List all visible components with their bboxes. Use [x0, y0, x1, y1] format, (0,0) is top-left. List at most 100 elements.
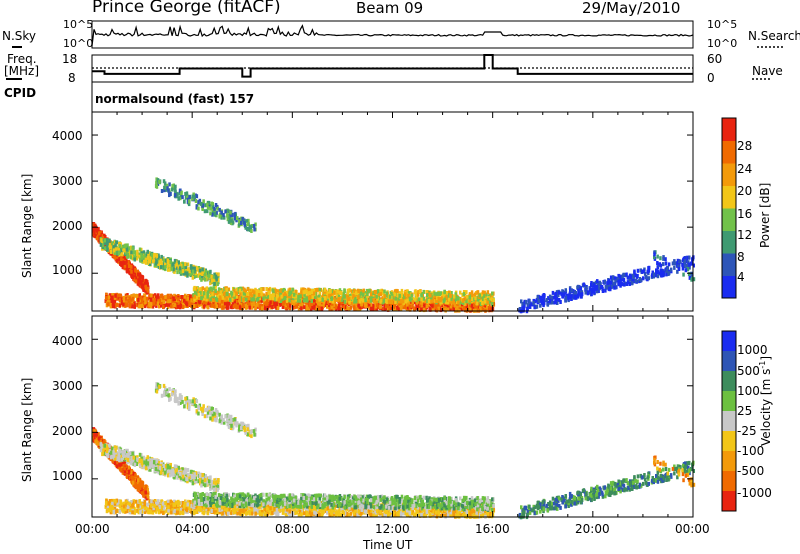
power-cell	[268, 293, 272, 298]
power-cell	[145, 253, 149, 258]
power-cell	[490, 307, 494, 312]
power-cell	[552, 295, 556, 300]
power-cell	[276, 305, 280, 310]
power-cell	[173, 293, 176, 298]
power-cell	[139, 257, 142, 262]
power-cell	[358, 299, 362, 304]
power-cell	[161, 298, 164, 302]
power-cell	[209, 206, 212, 211]
power-cell	[338, 303, 341, 308]
power-cell	[328, 307, 331, 312]
power-cell	[472, 297, 475, 302]
power-cell	[481, 290, 485, 295]
power-cell	[104, 296, 108, 300]
power-cell	[294, 289, 297, 294]
power-cell	[673, 265, 676, 270]
power-cell	[390, 291, 393, 296]
power-cell	[144, 304, 147, 309]
power-cell	[306, 298, 309, 303]
power-cell	[310, 299, 313, 303]
power-cell	[433, 291, 436, 296]
power-cell	[173, 303, 177, 308]
power-cell	[629, 275, 632, 279]
power-cell	[109, 250, 113, 254]
power-cell	[246, 222, 249, 227]
power-cell	[473, 292, 477, 297]
power-cell	[584, 290, 587, 295]
power-cell	[677, 267, 681, 271]
power-cell	[217, 290, 220, 295]
power-cell	[369, 298, 373, 303]
power-cell	[131, 296, 135, 301]
power-cell	[443, 290, 446, 295]
power-cell	[125, 247, 129, 252]
power-cell	[229, 210, 232, 215]
power-cell	[422, 289, 425, 294]
power-cell	[116, 295, 119, 300]
power-cell	[206, 290, 210, 295]
power-cell	[253, 292, 256, 297]
power-cell	[455, 305, 459, 310]
power-cell	[274, 304, 277, 309]
power-cell	[415, 294, 418, 299]
power-cell	[191, 269, 195, 274]
power-cell	[117, 251, 120, 255]
power-cell	[462, 300, 465, 305]
power-cell	[138, 298, 142, 303]
power-cell	[171, 262, 174, 267]
power-cell	[412, 297, 416, 302]
power-cell	[191, 266, 194, 271]
power-cell	[452, 300, 456, 305]
power-cell	[454, 300, 457, 305]
power-cell	[124, 295, 127, 300]
power-cell	[369, 306, 373, 311]
power-cell	[377, 292, 381, 297]
power-cell	[443, 297, 446, 302]
power-cell	[168, 295, 172, 300]
power-cell	[173, 258, 177, 263]
power-cell	[155, 184, 159, 189]
power-cell	[545, 298, 548, 302]
power-cell	[321, 297, 324, 302]
power-cell	[585, 286, 588, 291]
power-cell	[230, 291, 234, 296]
power-cell	[129, 255, 132, 260]
power-cell	[176, 270, 179, 275]
power-cell	[242, 291, 246, 296]
power-cell	[223, 301, 227, 306]
power-cell	[309, 295, 312, 299]
power-cell	[318, 294, 321, 299]
power-cell	[481, 307, 485, 312]
power-cell	[170, 266, 173, 271]
power-cell	[165, 302, 169, 307]
power-cell	[576, 284, 580, 289]
power-cell	[312, 298, 316, 303]
power-cell	[279, 292, 282, 297]
power-cell	[311, 295, 314, 300]
power-cell	[236, 305, 239, 310]
velocity-scatter	[92, 382, 696, 520]
power-cell	[238, 305, 242, 310]
power-cell	[396, 305, 399, 310]
power-cell	[352, 291, 356, 296]
power-cell	[119, 248, 122, 253]
power-cell	[150, 293, 153, 298]
power-cell	[229, 304, 233, 309]
power-cell	[361, 298, 365, 303]
power-cell	[155, 253, 159, 258]
power-cell	[152, 254, 156, 259]
power-cell	[551, 300, 554, 305]
power-cell	[140, 253, 143, 258]
power-cell	[664, 261, 668, 266]
power-cell	[148, 303, 151, 308]
power-cell	[175, 265, 179, 270]
power-cell	[416, 299, 420, 304]
power-cell	[243, 222, 246, 227]
power-cell	[262, 287, 265, 292]
power-cell	[157, 264, 161, 269]
power-cell	[253, 290, 256, 295]
power-cell	[298, 298, 302, 303]
power-cell	[314, 305, 318, 310]
power-cell	[368, 305, 371, 310]
power-cell	[276, 289, 280, 294]
